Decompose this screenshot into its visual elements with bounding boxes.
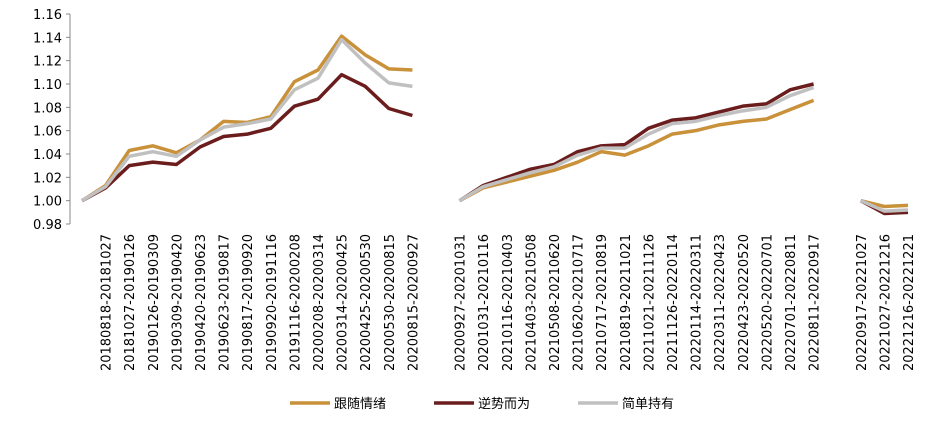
x-tick-label: 20221027-20221216 <box>878 234 893 371</box>
legend-label: 简单持有 <box>622 396 674 412</box>
x-tick-label: 20200425-20200530 <box>359 234 374 371</box>
x-tick-label: 20220811-20220917 <box>808 234 823 371</box>
x-tick-label: 20210620-20210717 <box>572 234 587 371</box>
series-line <box>81 37 909 213</box>
x-tick-label: 20190309-20190420 <box>170 234 185 371</box>
y-tick-label: 1.10 <box>33 78 62 93</box>
x-tick-label: 20220423-20220520 <box>737 234 752 371</box>
x-tick-label: 20220917-20221027 <box>855 234 870 371</box>
y-tick-label: 1.00 <box>33 195 62 210</box>
y-tick-label: 0.98 <box>33 218 62 233</box>
x-tick-label: 20190126-20190309 <box>147 234 162 371</box>
series-line <box>81 72 909 216</box>
legend-label: 逆势而为 <box>478 396 530 412</box>
x-tick-label: 20210819-20211021 <box>619 234 634 371</box>
x-tick-label: 20200208-20200314 <box>312 234 327 371</box>
x-tick-label: 20201031-20210116 <box>477 234 492 371</box>
x-tick-label: 20200530-20200815 <box>383 234 398 371</box>
x-tick-label: 20210403-20210508 <box>524 234 539 371</box>
y-tick-label: 1.02 <box>33 171 62 186</box>
legend-label: 跟随情绪 <box>334 397 386 412</box>
x-tick-label: 20220520-20220701 <box>760 234 775 371</box>
x-tick-label: 20211126-20220114 <box>666 234 681 371</box>
x-tick-label: 20190920-20191116 <box>265 234 280 371</box>
x-tick-label: 20210508-20210620 <box>548 234 563 371</box>
x-tick-label: 20190623-20190817 <box>218 234 233 371</box>
x-tick-label: 20191116-20200208 <box>288 234 303 371</box>
y-tick-label: 1.14 <box>33 31 62 46</box>
x-tick-label: 20200314-20200425 <box>336 234 351 371</box>
x-tick-label: 20200927-20201031 <box>454 234 469 371</box>
x-tick-label: 20190420-20190623 <box>194 234 209 371</box>
x-tick-label: 20210116-20210403 <box>501 234 516 371</box>
x-tick-label: 20220114-20220311 <box>690 234 705 371</box>
x-tick-label: 20220701-20220811 <box>784 234 799 371</box>
y-tick-label: 1.08 <box>33 101 62 116</box>
y-tick-label: 1.12 <box>33 55 62 70</box>
x-tick-label: 20211021-20211126 <box>642 234 657 371</box>
x-tick-label: 20221216-20221221 <box>902 234 917 371</box>
x-tick-label: 20190817-20190920 <box>241 234 256 371</box>
x-tick-label: 20220311-20220423 <box>713 234 728 371</box>
x-tick-label: 20210717-20210819 <box>595 234 610 371</box>
y-tick-label: 1.04 <box>33 148 62 163</box>
y-tick-label: 1.16 <box>33 8 62 23</box>
x-tick-label: 20181027-20190126 <box>123 234 138 371</box>
x-tick-label: 20200815-20200927 <box>406 234 421 371</box>
x-tick-label: 20180818-20181027 <box>100 234 115 371</box>
y-tick-label: 1.06 <box>33 125 62 140</box>
